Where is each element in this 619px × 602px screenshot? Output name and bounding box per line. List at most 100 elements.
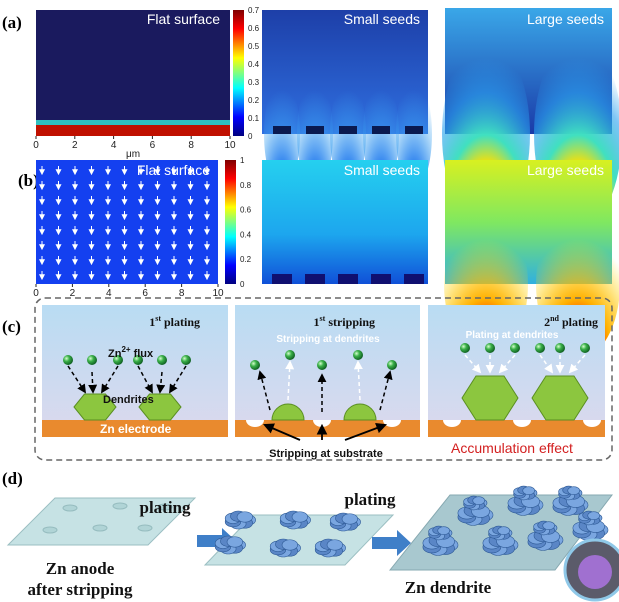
ordinal-suffix: st [320, 314, 326, 323]
seed [306, 126, 324, 134]
zn-ion [535, 343, 545, 353]
heatmap [262, 160, 428, 284]
flux-arrow [169, 365, 187, 394]
heatmap [36, 160, 218, 284]
pit [246, 420, 264, 427]
seed [404, 274, 424, 284]
seed [405, 126, 423, 134]
seed [339, 126, 357, 134]
panel-label: (c) [2, 317, 21, 336]
flux-word: flux [134, 348, 154, 360]
step-word: stripping [328, 315, 375, 329]
x-tick-label: 0 [33, 140, 39, 151]
plating-arrow [464, 354, 482, 374]
colorbar-tick-label: 0 [240, 280, 245, 289]
x-tick-label: 8 [188, 140, 194, 151]
dendrite-flake [567, 486, 581, 495]
colorbar-tick-label: 0.2 [248, 96, 260, 105]
seed [338, 274, 358, 284]
x-tick-label: 6 [150, 140, 156, 151]
dendrite-flake [326, 539, 343, 551]
flux-arrow [156, 371, 166, 394]
plating-arrow [539, 354, 554, 374]
zn-ion [485, 343, 495, 353]
x-tick-label: 4 [106, 288, 112, 299]
strip-arrow [285, 360, 295, 401]
pit [583, 420, 601, 427]
seed [372, 126, 390, 134]
flux-arrow [101, 365, 119, 394]
substrate-arrow [344, 422, 388, 441]
accumulation-label: Accumulation effect [451, 440, 573, 456]
electrode [42, 420, 228, 437]
dendrite-flake [236, 511, 253, 523]
dendrite-flake [291, 511, 308, 523]
dendrites-label: Dendrites [103, 394, 154, 406]
zn-ion [387, 360, 397, 370]
sem-particle [578, 555, 612, 589]
dendrite [138, 393, 182, 421]
map-title: Flat surface [147, 11, 220, 27]
dimples [42, 502, 173, 534]
zn-ion [353, 350, 363, 360]
electrode-label: Zn electrode [100, 422, 172, 436]
x-tick-label: 10 [212, 288, 224, 299]
zn-ion [510, 343, 520, 353]
colorbar-tick-label: 0 [248, 132, 253, 141]
seed [273, 126, 291, 134]
x-tick-label: 6 [142, 288, 148, 299]
ordinal: 2 [544, 315, 550, 329]
panel-label: (a) [2, 13, 22, 32]
stripping-dendrites: Stripping at dendrites [276, 334, 380, 345]
heatmap-band [36, 125, 230, 136]
dendrite-flake [522, 486, 536, 495]
anode-plate [6, 497, 197, 546]
map-title: Small seeds [344, 162, 420, 178]
step-word: plating [164, 315, 200, 329]
colorbar-tick-label: 0.6 [248, 24, 260, 33]
heatmap-band [36, 120, 230, 126]
ion-charge: 2+ [121, 345, 130, 354]
plating-dendrites: Plating at dendrites [466, 330, 559, 341]
zn-ion [63, 355, 73, 365]
flux-arrow [137, 365, 153, 394]
panel-label: (b) [18, 171, 39, 190]
step-word: plating [562, 315, 598, 329]
colorbar-tick-label: 0.5 [248, 42, 260, 51]
arrow-label: plating [139, 498, 191, 517]
map-title: Flat surface [137, 162, 210, 178]
zn-ion [250, 360, 260, 370]
colorbar-tick-label: 0.2 [240, 255, 252, 264]
strip-arrow [353, 360, 363, 401]
zn-ion [460, 343, 470, 353]
dendrite-flake [472, 496, 486, 505]
electrode [428, 420, 605, 437]
zn-ion [555, 343, 565, 353]
zn-ion [133, 355, 143, 365]
dendrite-flake [587, 511, 601, 520]
colorbar-tick-label: 1 [240, 156, 245, 165]
dashed-frame [34, 297, 613, 461]
axis-unit: μm [126, 149, 140, 160]
dendrite [271, 403, 305, 421]
x-tick-label: 10 [224, 140, 236, 151]
ordinal-suffix: nd [550, 314, 559, 323]
substrate-arrow [263, 423, 301, 441]
map-title: Small seeds [344, 11, 420, 27]
caption: Zn anode [46, 559, 115, 578]
colorbar-tick-label: 0.4 [248, 60, 260, 69]
arrow [372, 530, 411, 556]
dendrite-flake [281, 539, 298, 551]
dendrite [343, 403, 377, 421]
panel-label: (d) [2, 469, 23, 488]
dendrite-flake [437, 526, 451, 535]
dendrite-flake [226, 536, 243, 548]
caption: Zn dendrite [405, 578, 492, 597]
zn-ion [113, 355, 123, 365]
ordinal-suffix: st [155, 314, 161, 323]
colorbar-tick-label: 0.7 [248, 6, 260, 15]
dendrite-flake [542, 521, 556, 530]
stripping-substrate: Stripping at substrate [269, 448, 383, 460]
pit [443, 420, 461, 427]
